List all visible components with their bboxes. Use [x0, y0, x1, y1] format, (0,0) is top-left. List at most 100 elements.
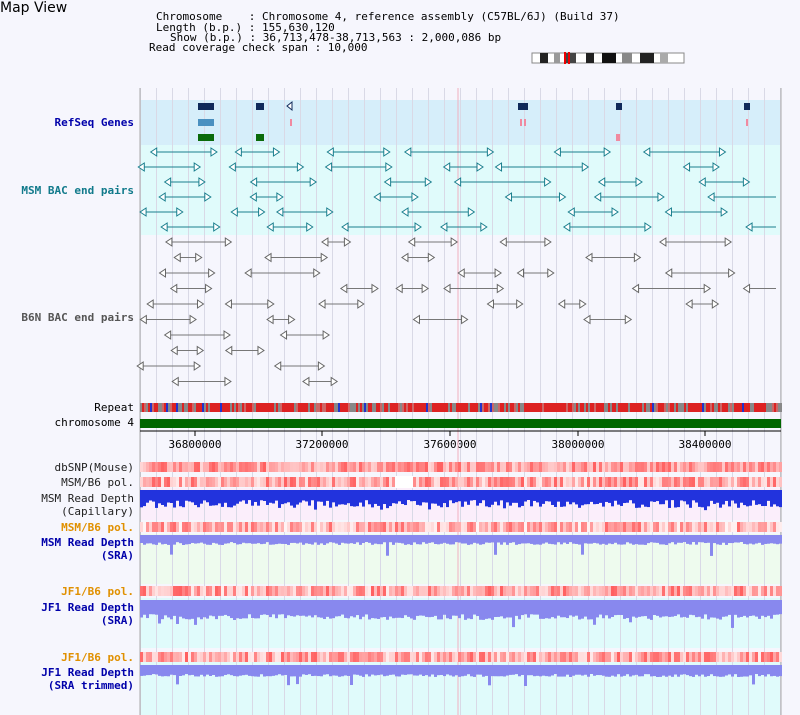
- jf1-sra-depth-bar: [527, 600, 530, 618]
- msm-cap-depth-bar: [185, 490, 188, 501]
- msm-b6-pol-heat-cell: [476, 522, 479, 532]
- msm-sra-depth-bar: [392, 535, 395, 545]
- msm-sra-depth-bar: [719, 535, 722, 545]
- msm-cap-depth-bar: [146, 490, 149, 503]
- jf1-b6-pol-heat-cell: [167, 652, 170, 662]
- jf1-trim-depth-bar: [539, 665, 542, 677]
- jf1-b6-pol-heat-cell: [395, 652, 398, 662]
- msm-b6-pol-heat-cell: [596, 522, 599, 532]
- grid-line: [236, 88, 237, 715]
- msm-b6-pol-heat-cell: [734, 477, 737, 487]
- dbsnp-heat-cell: [545, 462, 548, 472]
- msm-b6-pol-heat-cell: [539, 522, 542, 532]
- msm-cap-depth-bar: [266, 490, 269, 505]
- jf1-b6-pol-heat-cell: [671, 652, 674, 662]
- jf1-b6-pol-heat-cell: [479, 652, 482, 662]
- repeat-element: [734, 403, 736, 412]
- msm-b6-pol-heat-cell: [203, 522, 206, 532]
- msm-b6-pol-heat-cell: [332, 477, 335, 487]
- jf1-sra-depth-bar: [581, 600, 584, 619]
- chromosome-ideogram[interactable]: [530, 52, 686, 64]
- msm-bac-end-arrow: [742, 177, 751, 187]
- msm-sra-depth-bar: [140, 535, 143, 543]
- repeat-element: [560, 403, 562, 412]
- jf1-b6-pol-heat-cell: [458, 652, 461, 662]
- repeat-element: [780, 403, 782, 412]
- repeat-element: [292, 403, 294, 412]
- msm-sra-depth-bar: [149, 535, 152, 544]
- jf1-sra-depth-bar: [173, 600, 176, 616]
- msm-cap-depth-bar: [473, 490, 476, 501]
- dbsnp-heat-cell: [341, 462, 344, 472]
- dbsnp-heat-cell: [248, 462, 251, 472]
- msm-cap-depth-bar: [524, 490, 527, 502]
- msm-b6-pol-heat-cell: [464, 477, 467, 487]
- jf1-b6-pol-heat-cell: [152, 652, 155, 662]
- jf1-b6-pol-heat-cell: [758, 586, 761, 596]
- dbsnp-heat-cell: [425, 462, 428, 472]
- jf1-b6-pol-heat-cell: [608, 586, 611, 596]
- msm-sra-depth-bar: [452, 535, 455, 545]
- page-title: Map View: [0, 0, 68, 16]
- jf1-trim-depth-bar: [593, 665, 596, 676]
- msm-cap-depth-bar: [263, 490, 266, 501]
- msm-cap-depth-bar: [698, 490, 701, 507]
- jf1-trim-depth-bar: [446, 665, 449, 675]
- jf1-b6-pol-heat-cell: [179, 586, 182, 596]
- jf1-sra-depth-bar: [491, 600, 494, 620]
- jf1-b6-pol-heat-cell: [485, 586, 488, 596]
- jf1-b6-pol-heat-cell: [650, 586, 653, 596]
- repeat-element: [476, 403, 478, 412]
- msm-sra-depth-bar: [386, 535, 389, 556]
- label-msm-b6-pol-1: MSM/B6 pol.: [61, 476, 134, 489]
- dbsnp-heat-cell: [752, 462, 755, 472]
- repeat-element: [706, 403, 708, 412]
- msm-cap-depth-bar: [623, 490, 626, 504]
- jf1-b6-pol-heat-cell: [698, 652, 701, 662]
- msm-cap-depth-bar: [446, 490, 449, 508]
- jf1-b6-pol-heat-cell: [353, 586, 356, 596]
- jf1-sra-depth-bar: [158, 600, 161, 624]
- msm-b6-pol-heat-cell: [545, 522, 548, 532]
- jf1-b6-pol-heat-cell: [464, 586, 467, 596]
- jf1-sra-depth-bar: [713, 600, 716, 618]
- msm-cap-depth-bar: [398, 490, 401, 502]
- msm-bac-end-arrow: [324, 162, 333, 172]
- jf1-trim-depth-bar: [317, 665, 320, 677]
- repeat-element: [458, 403, 460, 412]
- msm-cap-depth-bar: [680, 490, 683, 501]
- msm-b6-pol-heat-cell: [668, 477, 671, 487]
- msm-b6-pol-heat-cell: [662, 477, 665, 487]
- jf1-trim-depth-bar: [443, 665, 446, 677]
- repeat-element: [428, 403, 430, 412]
- jf1-sra-depth-bar: [485, 600, 488, 619]
- jf1-sra-depth-bar: [608, 600, 611, 619]
- msm-cap-depth-bar: [248, 490, 251, 501]
- repeat-element: [614, 403, 616, 412]
- b6n-bac-end-arrow: [724, 237, 733, 247]
- b6n-bac-end-arrow: [313, 268, 321, 278]
- msm-sra-depth-bar: [455, 535, 458, 543]
- msm-sra-depth-bar: [575, 535, 578, 544]
- msm-b6-pol-heat-cell: [503, 477, 506, 487]
- msm-b6-pol-heat-cell: [479, 477, 482, 487]
- jf1-b6-pol-heat-cell: [539, 586, 542, 596]
- jf1-sra-depth-bar: [326, 600, 329, 617]
- jf1-b6-pol-heat-cell: [227, 586, 230, 596]
- msm-b6-pol-heat-cell: [443, 522, 446, 532]
- repeat-element: [668, 403, 670, 412]
- jf1-b6-pol-heat-cell: [140, 652, 143, 662]
- msm-b6-pol-heat-cell: [491, 522, 494, 532]
- msm-sra-depth-bar: [428, 535, 431, 543]
- msm-b6-pol-heat-cell: [194, 477, 197, 487]
- msm-b6-pol-heat-cell: [530, 522, 533, 532]
- jf1-sra-depth-bar: [290, 600, 293, 617]
- jf1-b6-pol-heat-cell: [530, 652, 533, 662]
- jf1-sra-depth-bar: [272, 600, 275, 615]
- b6n-bac-end-arrow: [224, 237, 233, 247]
- repeat-element: [674, 403, 676, 412]
- jf1-b6-pol-heat-cell: [395, 586, 398, 596]
- msm-cap-depth-bar: [485, 490, 488, 507]
- msm-b6-pol-heat-cell: [491, 477, 494, 487]
